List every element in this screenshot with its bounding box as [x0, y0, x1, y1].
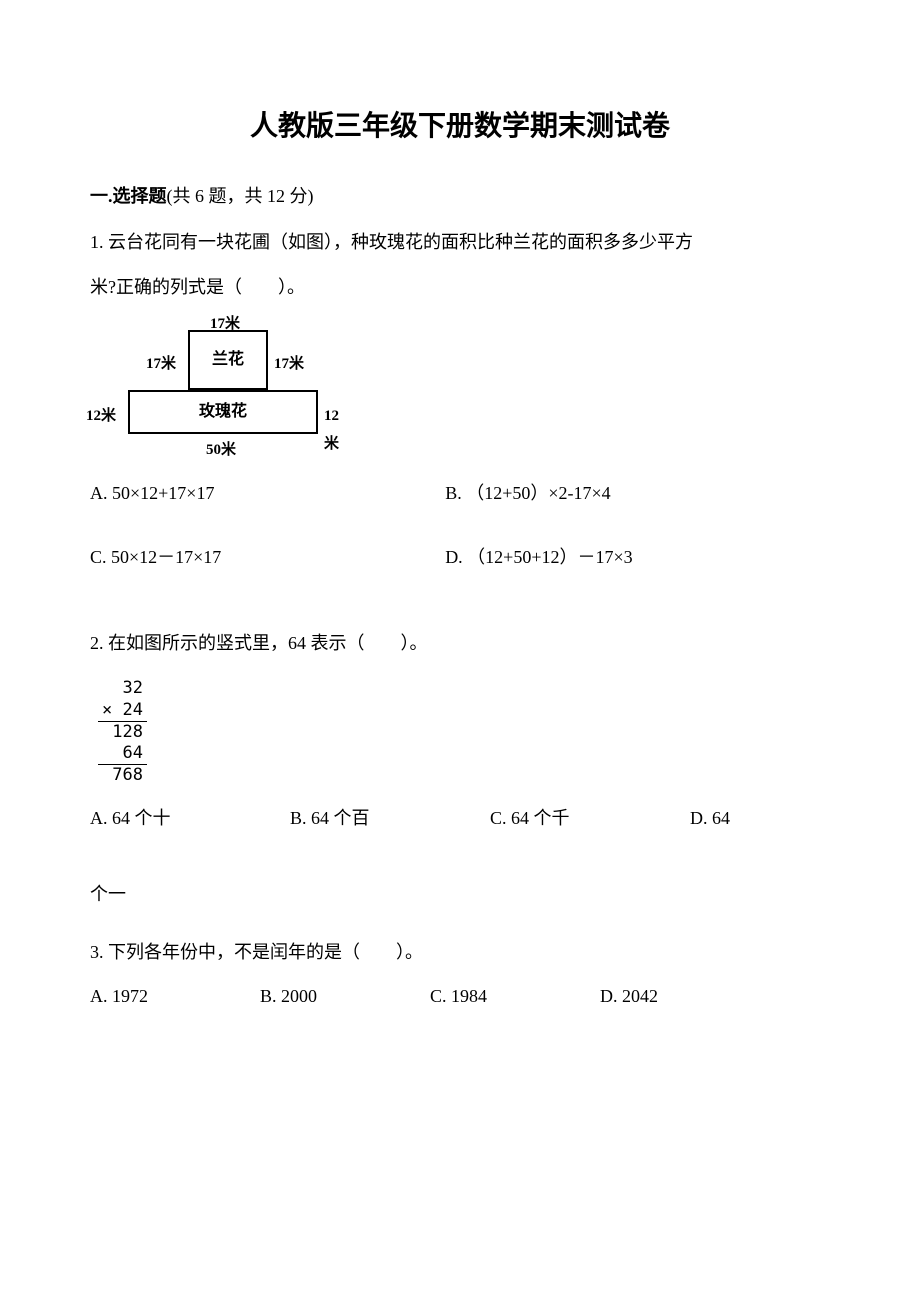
q1-figure: 17米 17米 17米 兰花 12米 12米 玫瑰花 50米	[98, 316, 338, 456]
section-header: 一.选择题(共 6 题，共 12 分)	[90, 179, 830, 213]
question-2: 2. 在如图所示的竖式里，64 表示（ ）。 32 × 24 128 64 76…	[90, 626, 830, 911]
question-1: 1. 云台花同有一块花圃（如图），种玫瑰花的面积比种兰花的面积多多少平方 米?正…	[90, 225, 830, 604]
section-name: 选择题	[113, 186, 167, 206]
q1-options-row2: C. 50×12－17×17 D. （12+50+12）－17×3	[90, 540, 830, 604]
q1-option-d[interactable]: D. （12+50+12）－17×3	[445, 540, 800, 574]
q3-option-b[interactable]: B. 2000	[260, 979, 430, 1013]
calc-row-1: 32	[98, 678, 147, 699]
q3-option-a[interactable]: A. 1972	[90, 979, 260, 1013]
q2-option-c[interactable]: C. 64 个千	[490, 801, 690, 835]
q2-option-b[interactable]: B. 64 个百	[290, 801, 490, 835]
calc-row-3: 128	[98, 721, 147, 743]
q3-option-c[interactable]: C. 1984	[430, 979, 600, 1013]
q3-options: A. 1972 B. 2000 C. 1984 D. 2042	[90, 979, 830, 1013]
calc-row-5: 768	[98, 764, 147, 786]
label-right-rose-12m: 12米	[324, 402, 339, 459]
q1-option-a[interactable]: A. 50×12+17×17	[90, 476, 445, 510]
calc-row-2: × 24	[98, 700, 147, 721]
label-bottom-50m: 50米	[206, 436, 236, 465]
q2-option-d[interactable]: D. 64	[690, 801, 750, 835]
q3-option-d[interactable]: D. 2042	[600, 979, 770, 1013]
q1-options-row1: A. 50×12+17×17 B. （12+50）×2-17×4	[90, 476, 830, 540]
rose-box: 玫瑰花	[128, 390, 318, 434]
q1-option-b[interactable]: B. （12+50）×2-17×4	[445, 476, 800, 510]
section-meta: (共 6 题，共 12 分)	[167, 186, 314, 206]
orchid-box: 兰花	[188, 330, 268, 390]
q2-option-a[interactable]: A. 64 个十	[90, 801, 290, 835]
label-left-orchid-17m: 17米	[146, 350, 176, 379]
q2-option-d-continuation: 个一	[90, 877, 830, 911]
q2-options: A. 64 个十 B. 64 个百 C. 64 个千 D. 64	[90, 801, 830, 865]
label-left-rose-12m: 12米	[86, 402, 116, 431]
q2-vertical-calc: 32 × 24 128 64 768	[98, 678, 147, 786]
section-prefix: 一.	[90, 186, 113, 206]
question-3: 3. 下列各年份中，不是闰年的是（ ）。 A. 1972 B. 2000 C. …	[90, 935, 830, 1013]
page-title: 人教版三年级下册数学期末测试卷	[90, 100, 830, 153]
label-right-orchid-17m: 17米	[274, 350, 304, 379]
q1-option-c[interactable]: C. 50×12－17×17	[90, 540, 445, 574]
q3-text: 3. 下列各年份中，不是闰年的是（ ）。	[90, 935, 830, 969]
q1-text-line1: 1. 云台花同有一块花圃（如图），种玫瑰花的面积比种兰花的面积多多少平方	[90, 225, 830, 259]
q2-text: 2. 在如图所示的竖式里，64 表示（ ）。	[90, 626, 830, 660]
calc-row-4: 64	[98, 743, 147, 764]
q1-text-line2: 米?正确的列式是（ ）。	[90, 270, 830, 304]
